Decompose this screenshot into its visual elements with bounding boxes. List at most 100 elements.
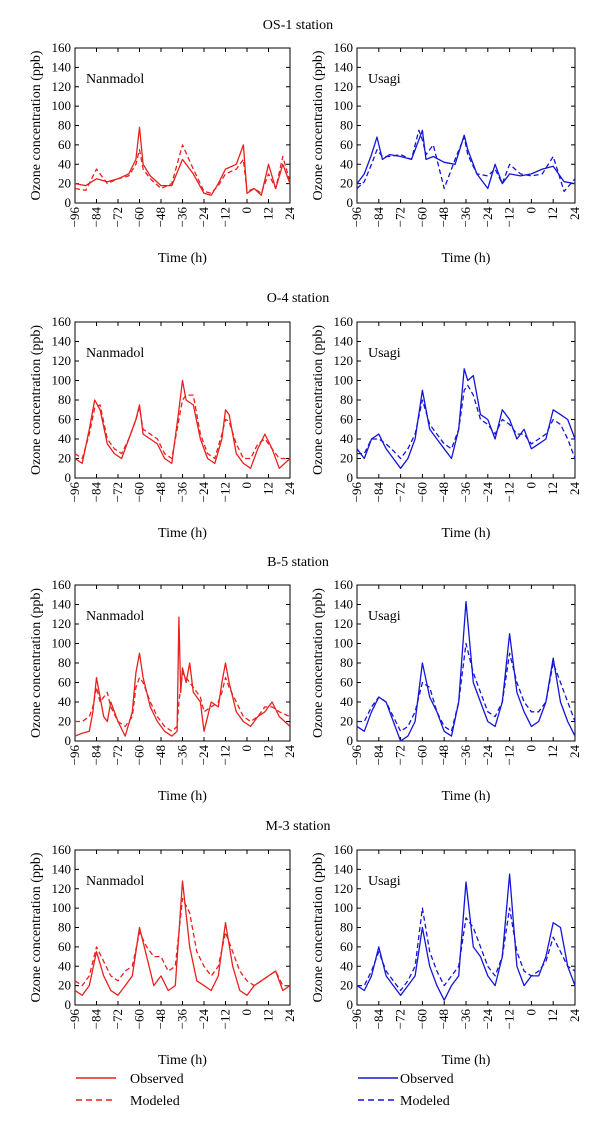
series-line-observed <box>74 616 291 737</box>
x-tick-label: 12 <box>545 207 560 220</box>
x-tick-label: 12 <box>545 482 560 495</box>
y-axis-label: Ozone concentration (ppb) <box>29 588 44 738</box>
x-tick-label: −84 <box>371 745 386 766</box>
x-tick-label: 0 <box>523 745 538 752</box>
series-line-modeled <box>74 897 290 987</box>
x-tick-label: 24 <box>282 482 297 496</box>
series-line-modeled <box>75 672 291 732</box>
x-tick-label: 24 <box>567 1009 582 1023</box>
y-tick-label: 20 <box>340 714 353 729</box>
y-tick-label: 120 <box>52 616 72 631</box>
legend-label-modeled-nanmadol: Modeled <box>130 1094 180 1109</box>
x-axis-label: Time (h) <box>442 526 491 541</box>
x-tick-label: −12 <box>218 482 233 502</box>
x-tick-label: −60 <box>414 745 429 765</box>
y-tick-label: 120 <box>52 881 72 896</box>
x-tick-label: −96 <box>67 207 82 228</box>
x-tick-label: −60 <box>132 482 147 502</box>
y-tick-label: 40 <box>340 156 353 171</box>
x-axis-label: Time (h) <box>158 251 207 266</box>
x-tick-label: −24 <box>196 1009 211 1030</box>
x-tick-label: −72 <box>110 482 125 502</box>
x-tick-label: 0 <box>239 207 254 214</box>
series-line-observed <box>74 126 291 196</box>
y-tick-label: 20 <box>340 176 353 191</box>
x-tick-label: −72 <box>110 1009 125 1029</box>
typhoon-label: Usagi <box>368 874 401 889</box>
y-tick-label: 0 <box>65 195 72 210</box>
x-tick-label: −36 <box>175 1009 190 1030</box>
x-tick-label: −12 <box>502 207 517 227</box>
x-tick-label: −12 <box>218 745 233 765</box>
y-axis-label: Ozone concentration (ppb) <box>311 852 326 1002</box>
y-tick-label: 140 <box>52 59 72 74</box>
y-tick-label: 100 <box>334 98 354 113</box>
legend-label-observed-usagi: Observed <box>400 1072 454 1087</box>
x-tick-label: −24 <box>480 482 495 503</box>
x-axis-label: Time (h) <box>158 789 207 804</box>
x-tick-label: −36 <box>458 745 473 766</box>
y-tick-label: 40 <box>340 694 353 709</box>
y-tick-label: 60 <box>340 137 353 152</box>
x-tick-label: −72 <box>110 207 125 227</box>
x-tick-label: −24 <box>196 745 211 766</box>
x-tick-label: −24 <box>480 1009 495 1030</box>
y-tick-label: 120 <box>334 353 354 368</box>
x-tick-label: −12 <box>502 1009 517 1029</box>
y-tick-label: 40 <box>58 958 71 973</box>
x-tick-label: −96 <box>349 482 364 503</box>
y-tick-label: 100 <box>334 373 354 388</box>
series-line-observed <box>356 129 576 190</box>
y-tick-label: 20 <box>340 451 353 466</box>
y-tick-label: 80 <box>58 920 71 935</box>
x-axis-label: Time (h) <box>442 251 491 266</box>
x-tick-label: −36 <box>175 745 190 766</box>
y-tick-label: 160 <box>52 314 72 329</box>
y-axis-label: Ozone concentration (ppb) <box>311 588 326 738</box>
x-tick-label: −12 <box>218 1009 233 1029</box>
y-axis-label: Ozone concentration (ppb) <box>29 325 44 475</box>
x-tick-label: −72 <box>393 745 408 765</box>
x-tick-label: −48 <box>436 482 451 502</box>
x-tick-label: 24 <box>567 482 582 496</box>
x-tick-label: −48 <box>153 745 168 765</box>
x-tick-label: −12 <box>502 745 517 765</box>
y-axis-label: Ozone concentration (ppb) <box>29 852 44 1002</box>
x-tick-label: −72 <box>110 745 125 765</box>
x-tick-label: −60 <box>414 207 429 227</box>
y-tick-label: 40 <box>58 156 71 171</box>
x-tick-label: −48 <box>153 207 168 227</box>
y-tick-label: 100 <box>52 98 72 113</box>
x-tick-label: −72 <box>393 482 408 502</box>
x-tick-label: 0 <box>523 1009 538 1016</box>
x-tick-label: 24 <box>282 745 297 759</box>
y-tick-label: 60 <box>340 412 353 427</box>
x-axis-label: Time (h) <box>442 1053 491 1068</box>
y-tick-label: 60 <box>340 939 353 954</box>
x-tick-label: −96 <box>349 207 364 228</box>
station-title-o4: O-4 station <box>267 291 330 306</box>
y-tick-label: 80 <box>58 655 71 670</box>
y-tick-label: 20 <box>58 176 71 191</box>
y-tick-label: 20 <box>58 451 71 466</box>
y-tick-label: 80 <box>340 392 353 407</box>
station-title-m3: M-3 station <box>266 819 331 834</box>
y-tick-label: 0 <box>347 733 354 748</box>
x-tick-label: −84 <box>371 207 386 228</box>
y-tick-label: 140 <box>334 861 354 876</box>
x-tick-label: 12 <box>261 482 276 495</box>
x-tick-label: 0 <box>523 207 538 214</box>
x-tick-label: −84 <box>89 745 104 766</box>
x-tick-label: −24 <box>480 207 495 228</box>
x-tick-label: −48 <box>436 745 451 765</box>
series-line-modeled <box>357 642 576 732</box>
series-line-modeled <box>357 384 576 460</box>
x-tick-label: 24 <box>567 745 582 759</box>
y-tick-label: 140 <box>52 334 72 349</box>
x-tick-label: −72 <box>393 1009 408 1029</box>
y-tick-label: 0 <box>347 195 354 210</box>
